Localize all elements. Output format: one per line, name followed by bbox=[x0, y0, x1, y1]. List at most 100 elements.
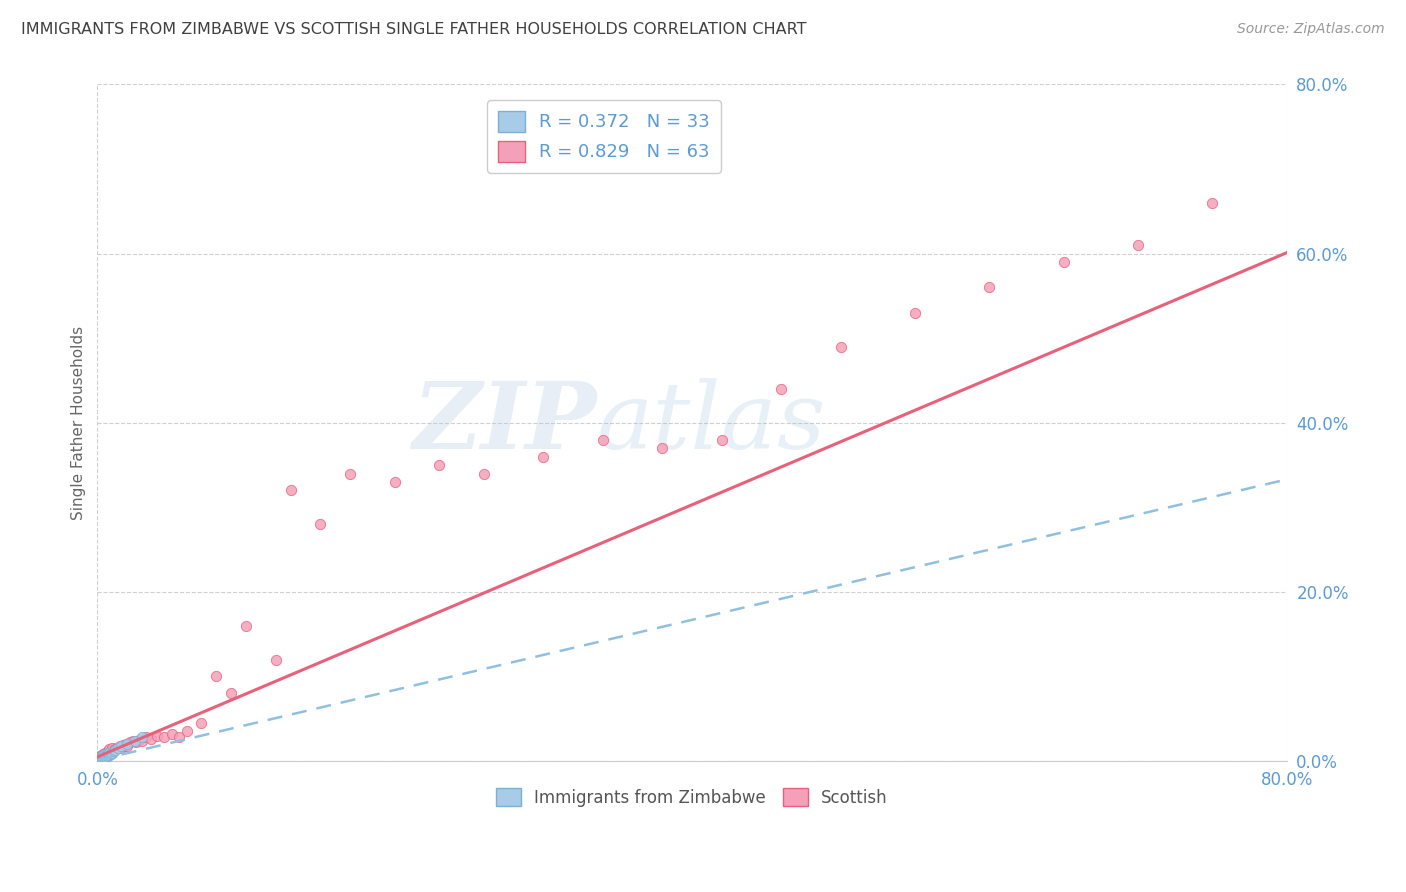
Point bbox=[103, 743, 125, 757]
Point bbox=[472, 467, 495, 481]
Point bbox=[87, 753, 110, 767]
Point bbox=[96, 748, 118, 763]
Point bbox=[122, 733, 145, 747]
Point bbox=[427, 458, 450, 472]
Point bbox=[1052, 255, 1074, 269]
Point bbox=[87, 751, 110, 765]
Text: Source: ZipAtlas.com: Source: ZipAtlas.com bbox=[1237, 22, 1385, 37]
Point bbox=[97, 744, 120, 758]
Point bbox=[97, 747, 120, 762]
Point bbox=[94, 750, 117, 764]
Point bbox=[89, 751, 111, 765]
Point bbox=[107, 741, 129, 756]
Point bbox=[309, 517, 332, 532]
Point bbox=[96, 748, 118, 763]
Point bbox=[1201, 195, 1223, 210]
Point bbox=[131, 733, 153, 747]
Point bbox=[219, 686, 242, 700]
Point bbox=[98, 747, 121, 761]
Point bbox=[1126, 238, 1149, 252]
Point bbox=[91, 751, 114, 765]
Text: IMMIGRANTS FROM ZIMBABWE VS SCOTTISH SINGLE FATHER HOUSEHOLDS CORRELATION CHART: IMMIGRANTS FROM ZIMBABWE VS SCOTTISH SIN… bbox=[21, 22, 807, 37]
Point bbox=[90, 752, 112, 766]
Point bbox=[160, 727, 183, 741]
Point bbox=[89, 750, 111, 764]
Point bbox=[110, 740, 132, 755]
Point bbox=[98, 748, 121, 763]
Point bbox=[190, 716, 212, 731]
Point bbox=[108, 739, 131, 753]
Point bbox=[139, 732, 162, 747]
Point bbox=[98, 742, 121, 756]
Point bbox=[111, 738, 134, 752]
Point bbox=[592, 433, 614, 447]
Point bbox=[770, 382, 793, 396]
Point bbox=[101, 741, 124, 756]
Point bbox=[90, 750, 112, 764]
Point bbox=[89, 752, 111, 766]
Point bbox=[710, 433, 733, 447]
Point bbox=[104, 742, 127, 756]
Point bbox=[89, 751, 111, 765]
Point bbox=[280, 483, 302, 498]
Point bbox=[112, 739, 135, 753]
Point bbox=[979, 280, 1001, 294]
Point bbox=[103, 744, 125, 758]
Point bbox=[90, 749, 112, 764]
Point bbox=[91, 749, 114, 764]
Point bbox=[87, 752, 110, 766]
Point bbox=[120, 735, 142, 749]
Point bbox=[651, 441, 673, 455]
Point bbox=[90, 751, 112, 765]
Point bbox=[904, 306, 927, 320]
Point bbox=[125, 734, 148, 748]
Point bbox=[115, 737, 138, 751]
Point bbox=[89, 749, 111, 764]
Point bbox=[101, 746, 124, 760]
Text: atlas: atlas bbox=[596, 377, 827, 467]
Point bbox=[94, 747, 117, 762]
Point bbox=[114, 737, 136, 751]
Point bbox=[91, 749, 114, 764]
Point bbox=[205, 669, 228, 683]
Point bbox=[146, 729, 169, 743]
Point bbox=[90, 750, 112, 764]
Point bbox=[264, 652, 287, 666]
Legend: Immigrants from Zimbabwe, Scottish: Immigrants from Zimbabwe, Scottish bbox=[489, 781, 894, 814]
Point bbox=[124, 733, 146, 747]
Point bbox=[94, 749, 117, 764]
Point bbox=[101, 746, 124, 760]
Point bbox=[153, 731, 176, 745]
Point bbox=[94, 749, 117, 764]
Point bbox=[339, 467, 361, 481]
Point bbox=[135, 731, 157, 745]
Point bbox=[176, 724, 198, 739]
Point bbox=[128, 733, 150, 747]
Point bbox=[87, 752, 110, 766]
Point bbox=[131, 731, 153, 745]
Point bbox=[104, 743, 127, 757]
Point bbox=[235, 619, 257, 633]
Point bbox=[115, 739, 138, 753]
Point bbox=[97, 747, 120, 761]
Point bbox=[531, 450, 554, 464]
Y-axis label: Single Father Households: Single Father Households bbox=[72, 326, 86, 520]
Point bbox=[91, 748, 114, 763]
Point bbox=[87, 750, 110, 764]
Point bbox=[105, 740, 128, 755]
Point bbox=[384, 475, 406, 489]
Point bbox=[89, 753, 111, 767]
Point bbox=[94, 747, 117, 761]
Point bbox=[90, 749, 112, 764]
Point bbox=[91, 747, 114, 762]
Point bbox=[107, 741, 129, 756]
Text: ZIP: ZIP bbox=[412, 377, 596, 467]
Point bbox=[90, 748, 112, 763]
Point bbox=[96, 749, 118, 764]
Point bbox=[830, 340, 852, 354]
Point bbox=[100, 746, 122, 760]
Point bbox=[96, 746, 118, 760]
Point bbox=[110, 739, 132, 753]
Point bbox=[97, 749, 120, 764]
Point bbox=[100, 747, 122, 762]
